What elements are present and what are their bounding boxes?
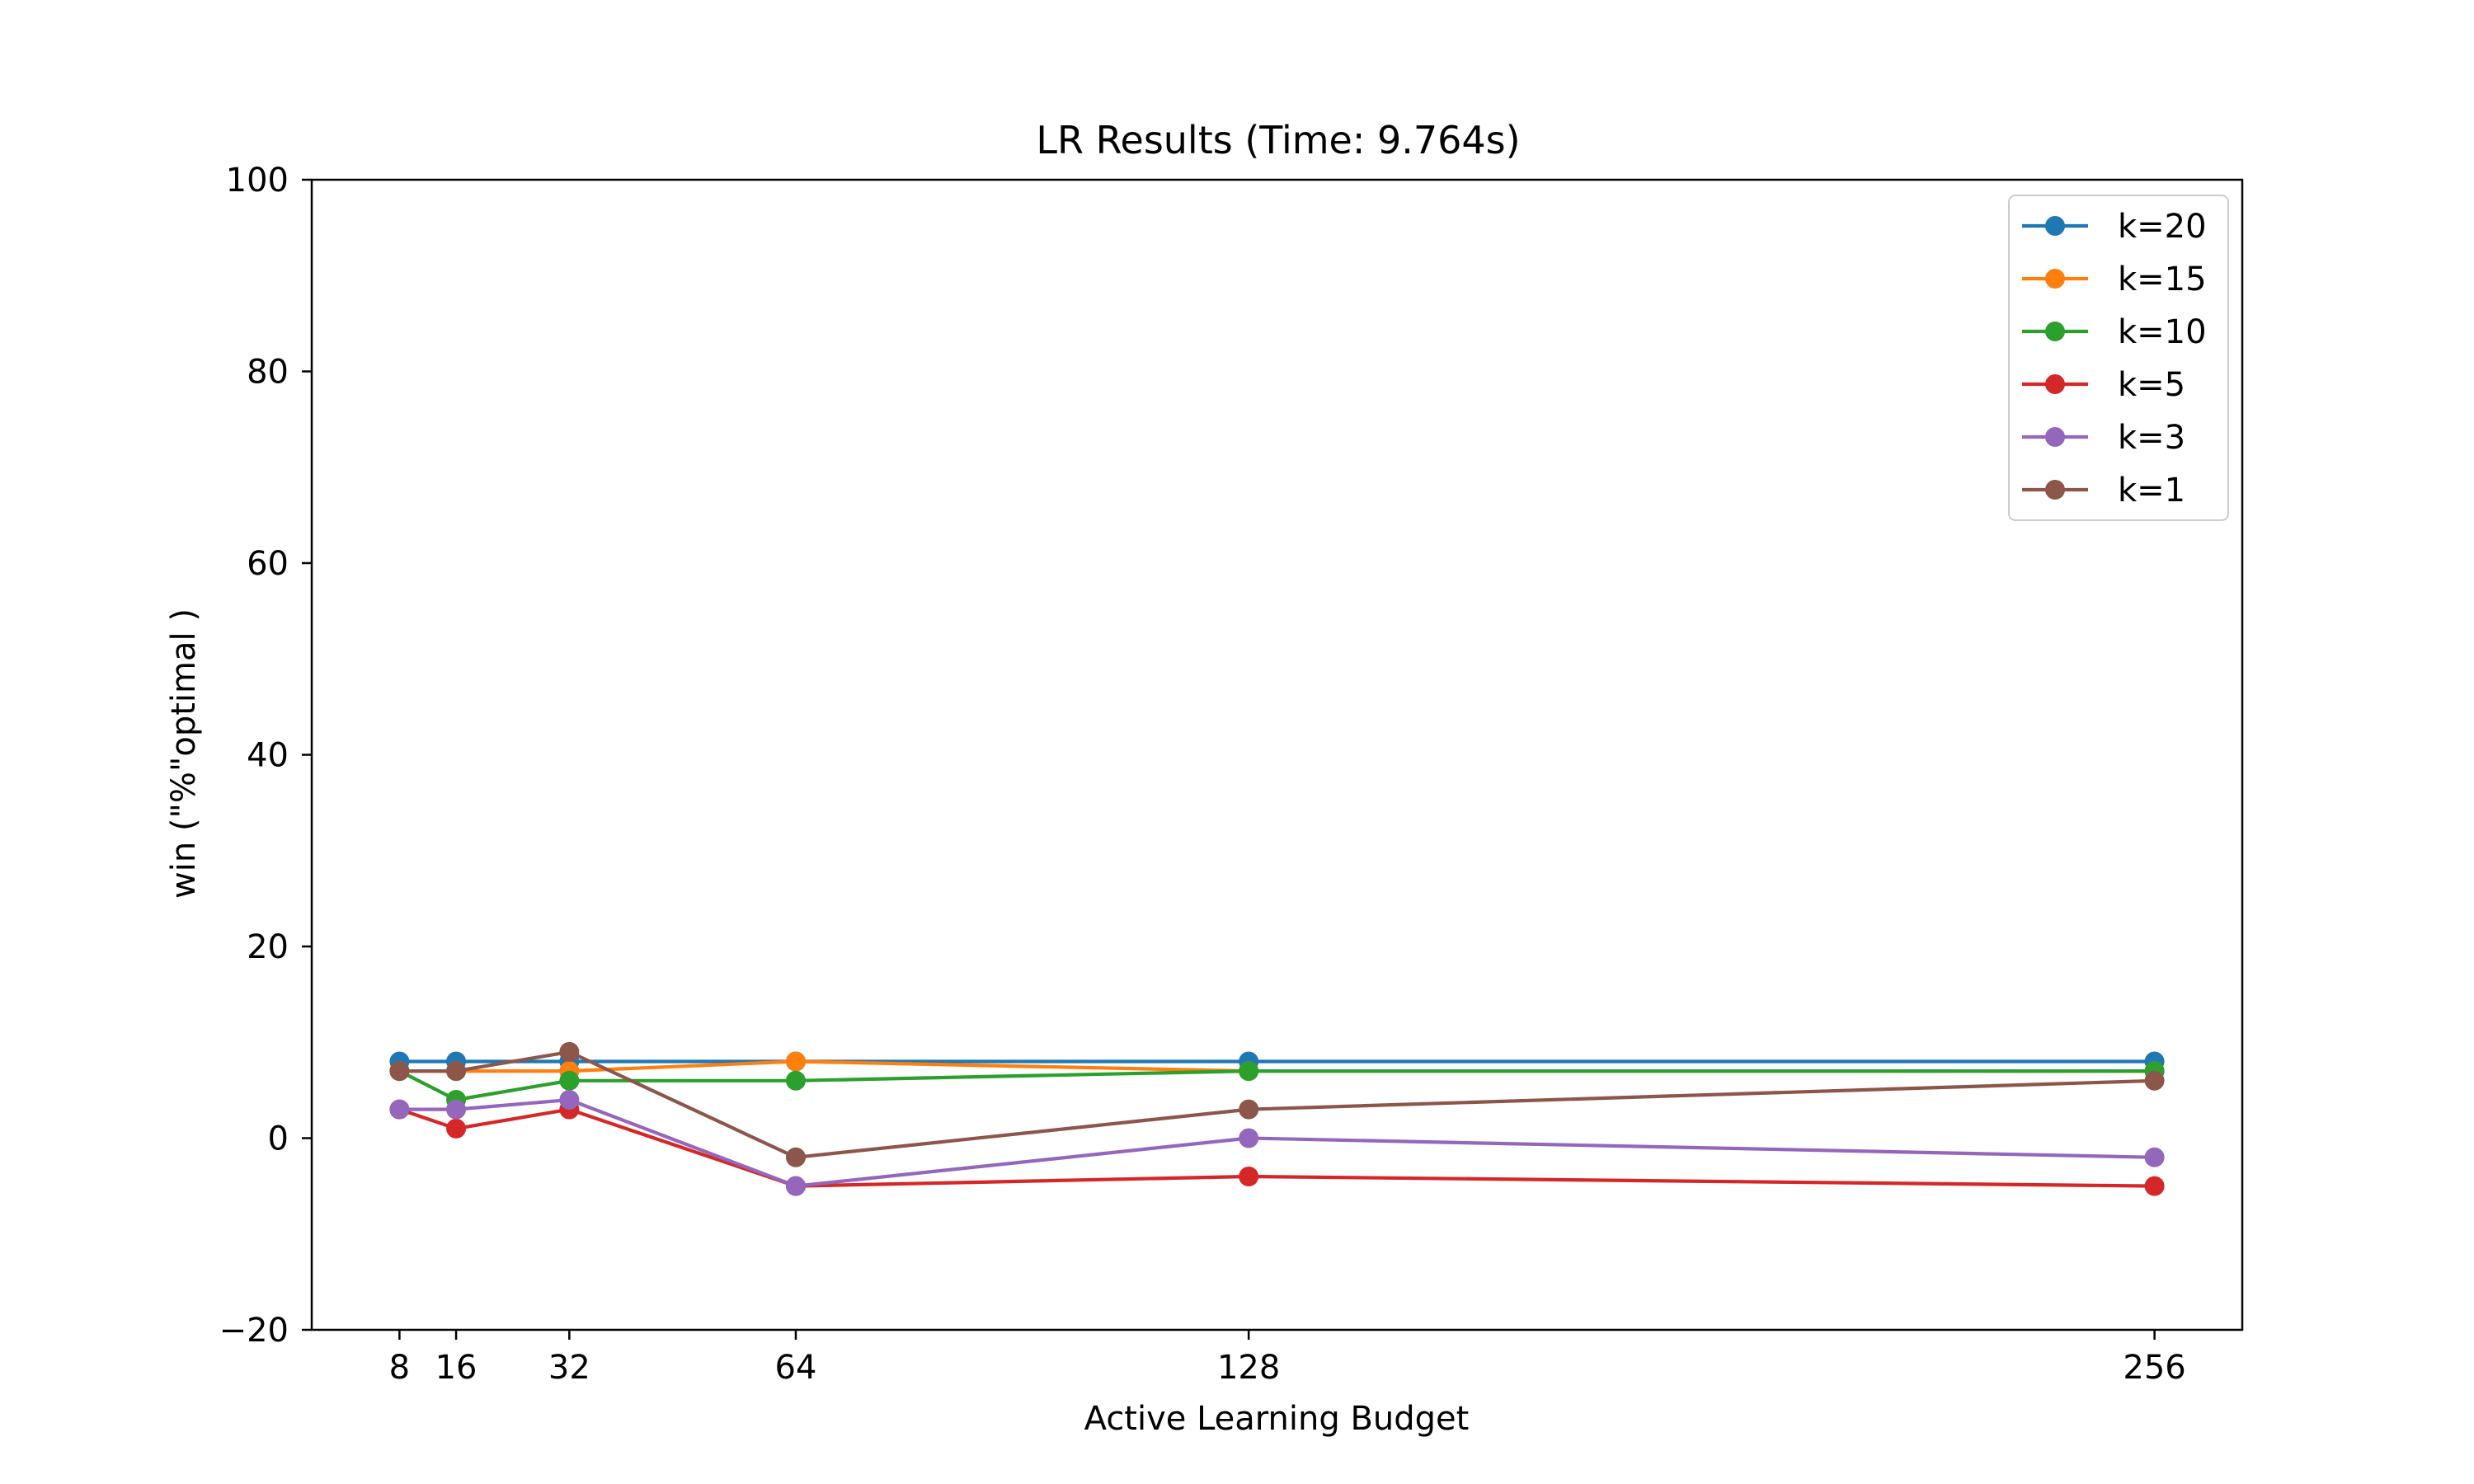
x-tick-label: 8 [389, 1349, 410, 1387]
legend-marker [2045, 216, 2065, 236]
y-axis: −20 0 20 40 60 80 100 [219, 162, 312, 1350]
legend-item: k=15 [2022, 261, 2207, 298]
data-point [785, 1070, 806, 1091]
x-tick-label: 128 [1217, 1349, 1280, 1387]
data-point [785, 1051, 806, 1072]
y-tick-label: 80 [247, 354, 289, 392]
data-point [1239, 1128, 1259, 1148]
data-point [785, 1176, 806, 1196]
legend-label: k=10 [2118, 313, 2207, 351]
data-point [389, 1099, 410, 1120]
data-point [389, 1061, 410, 1082]
data-point [1239, 1061, 1259, 1082]
series-line [398, 1068, 2155, 1102]
series-k-15 [389, 1051, 2165, 1082]
data-point [559, 1090, 580, 1110]
legend-item: k=20 [2022, 208, 2207, 246]
series-layer [389, 1041, 2165, 1196]
series-k-1 [389, 1041, 2165, 1167]
y-tick-label: 100 [226, 162, 289, 200]
y-tick-label: 60 [247, 545, 289, 583]
data-point [2144, 1176, 2165, 1196]
y-tick-label: 20 [247, 928, 289, 966]
legend: k=20 k=15 k=10 k=5 k=3 k=1 [2008, 195, 2229, 521]
series-k-3 [389, 1090, 2165, 1196]
x-axis: 8 16 32 64 128 256 [389, 1330, 2186, 1387]
series-k-10 [389, 1061, 2165, 1110]
series-line [399, 1097, 2155, 1188]
y-axis-label: win ("%"optimal ) [165, 608, 203, 899]
y-tick-label: 40 [247, 737, 289, 775]
legend-item: k=1 [2022, 472, 2185, 510]
data-point [1239, 1167, 1259, 1186]
legend-marker [2045, 322, 2065, 341]
data-point [559, 1041, 580, 1062]
data-point [785, 1147, 806, 1167]
y-tick-label: −20 [219, 1312, 289, 1350]
chart-title: LR Results (Time: 9.764s) [1036, 118, 1520, 162]
data-point [2144, 1070, 2165, 1091]
x-tick-label: 16 [435, 1349, 477, 1387]
legend-label: k=15 [2118, 261, 2207, 298]
legend-item: k=5 [2022, 366, 2185, 404]
legend-marker [2045, 269, 2065, 289]
data-point [446, 1118, 467, 1139]
data-point [1239, 1099, 1259, 1120]
series-line [398, 1107, 2155, 1188]
legend-label: k=1 [2118, 472, 2185, 510]
x-tick-label: 64 [775, 1349, 817, 1387]
legend-marker [2045, 427, 2065, 447]
data-point [446, 1099, 467, 1120]
legend-marker [2045, 480, 2065, 500]
data-point [559, 1070, 580, 1091]
data-point [2144, 1147, 2165, 1167]
y-tick-label: 0 [268, 1120, 289, 1158]
series-k-5 [389, 1099, 2165, 1196]
plot-area-frame [310, 178, 2244, 1331]
legend-label: k=20 [2118, 208, 2207, 246]
x-tick-label: 256 [2123, 1349, 2185, 1387]
x-axis-label: Active Learning Budget [1084, 1400, 1470, 1438]
legend-label: k=5 [2118, 366, 2185, 404]
legend-marker [2045, 374, 2065, 394]
x-tick-label: 32 [548, 1349, 590, 1387]
legend-item: k=10 [2022, 313, 2207, 351]
legend-item: k=3 [2022, 419, 2185, 457]
legend-label: k=3 [2118, 419, 2185, 457]
data-point [446, 1061, 467, 1082]
